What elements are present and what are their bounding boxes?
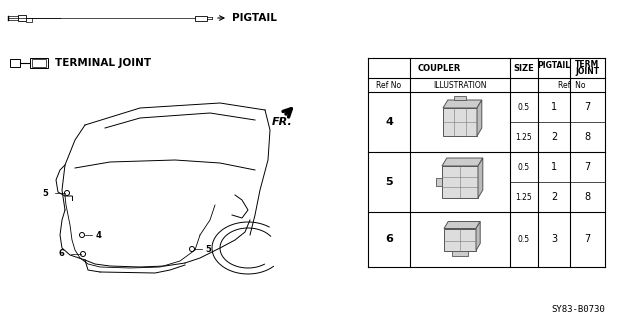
- Text: PIGTAIL: PIGTAIL: [232, 13, 277, 23]
- Bar: [444, 228, 476, 251]
- Text: 6: 6: [58, 250, 64, 259]
- Text: TERMINAL JOINT: TERMINAL JOINT: [55, 58, 151, 68]
- Text: JOINT: JOINT: [576, 67, 600, 76]
- Text: 1: 1: [551, 162, 557, 172]
- Bar: [443, 108, 477, 136]
- Text: 1: 1: [551, 102, 557, 112]
- Bar: [32, 59, 46, 67]
- Text: ILLUSTRATION: ILLUSTRATION: [433, 81, 487, 90]
- Text: 5: 5: [42, 188, 48, 197]
- Text: 3: 3: [551, 235, 557, 244]
- Text: 7: 7: [585, 235, 591, 244]
- Text: Ref No: Ref No: [377, 81, 401, 90]
- Bar: [442, 166, 478, 198]
- Text: COUPLER: COUPLER: [417, 63, 461, 73]
- Text: 2: 2: [551, 132, 557, 142]
- Bar: [452, 251, 468, 255]
- Text: 0.5: 0.5: [518, 102, 530, 111]
- Text: 5: 5: [385, 177, 393, 187]
- Text: 4: 4: [95, 230, 101, 239]
- Text: 0.5: 0.5: [518, 163, 530, 172]
- Bar: [26, 18, 32, 22]
- Text: 5: 5: [205, 244, 211, 253]
- Text: PIGTAIL: PIGTAIL: [538, 60, 571, 69]
- Polygon shape: [478, 158, 483, 198]
- Bar: [454, 96, 466, 100]
- Polygon shape: [442, 158, 483, 166]
- Text: 1.25: 1.25: [515, 193, 533, 202]
- Text: 4: 4: [385, 117, 393, 127]
- Text: 7: 7: [585, 162, 591, 172]
- Polygon shape: [477, 100, 482, 136]
- Bar: [30, 58, 48, 68]
- Polygon shape: [443, 100, 482, 108]
- Polygon shape: [444, 221, 480, 228]
- Bar: [18, 15, 26, 21]
- Bar: [195, 15, 207, 20]
- Text: 8: 8: [585, 132, 590, 142]
- Polygon shape: [476, 221, 480, 251]
- Text: SIZE: SIZE: [514, 63, 534, 73]
- Text: 6: 6: [385, 235, 393, 244]
- Bar: [10, 59, 20, 67]
- Text: TERM: TERM: [576, 60, 600, 68]
- Text: 2: 2: [551, 192, 557, 202]
- Text: 7: 7: [585, 102, 591, 112]
- Text: 0.5: 0.5: [518, 235, 530, 244]
- Text: SY83-B0730: SY83-B0730: [551, 306, 605, 315]
- Bar: [436, 178, 442, 186]
- Text: Ref  No: Ref No: [558, 81, 585, 90]
- Text: 8: 8: [585, 192, 590, 202]
- Text: 1.25: 1.25: [515, 132, 533, 141]
- Text: FR.: FR.: [272, 117, 293, 127]
